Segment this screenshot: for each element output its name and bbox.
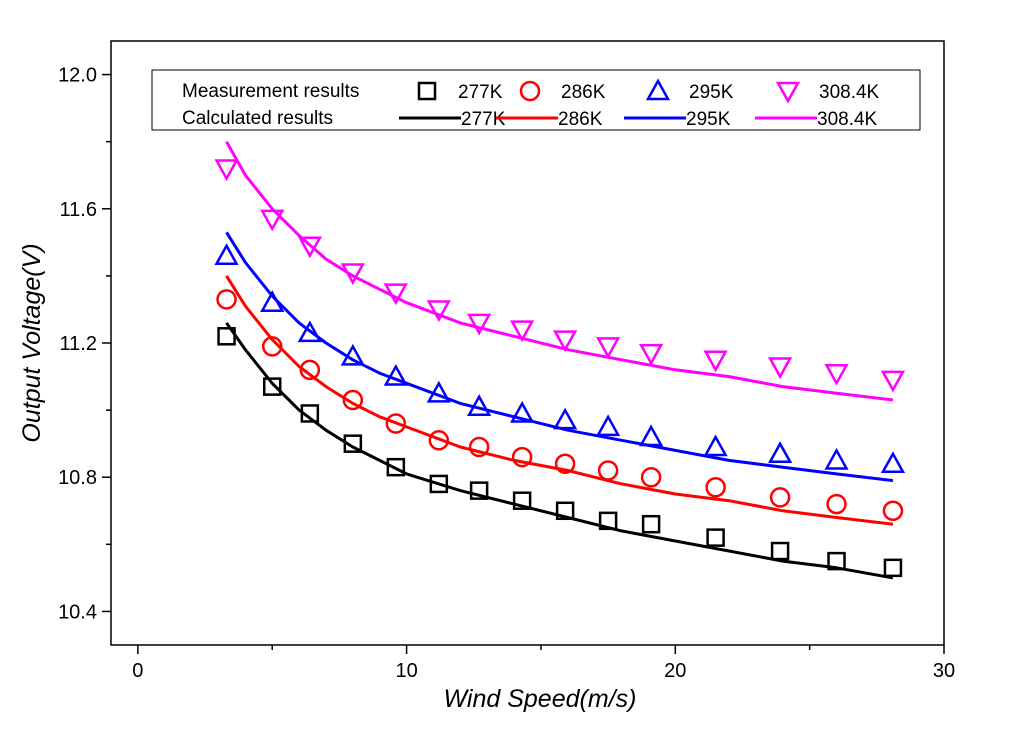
legend-series-label: 286K <box>561 82 606 103</box>
x-tick-label: 20 <box>664 660 686 682</box>
data-point <box>552 330 578 353</box>
data-point <box>641 514 661 534</box>
y-tick-label: 11.2 <box>60 333 97 355</box>
data-point <box>767 357 793 380</box>
data-point <box>426 300 451 323</box>
data-point <box>386 457 406 477</box>
data-point <box>297 236 322 259</box>
data-point <box>883 558 903 578</box>
legend-calculated-label: Calculated results <box>182 108 333 129</box>
data-point <box>428 430 450 451</box>
data-point <box>511 446 533 468</box>
data-point <box>340 343 365 366</box>
calculated-line-277k <box>225 322 894 580</box>
data-point <box>426 380 451 403</box>
data-point <box>214 243 239 266</box>
data-point <box>512 491 532 510</box>
data-point <box>597 460 619 481</box>
data-point <box>260 209 285 232</box>
legend-measured-label: Measurement results <box>182 81 359 102</box>
data-point <box>595 414 621 437</box>
legend-series-label: 286K <box>558 109 603 130</box>
calculated-line-295k <box>225 231 894 483</box>
x-tick-label: 0 <box>132 660 143 682</box>
data-point <box>880 370 906 393</box>
data-point <box>770 541 790 561</box>
data-point <box>383 283 408 306</box>
data-point <box>260 290 285 312</box>
calculated-line-308-4k <box>225 140 894 402</box>
calculated-curves <box>225 140 894 580</box>
data-point <box>217 327 236 346</box>
data-point <box>510 400 535 423</box>
x-axis-label: Wind Speed(m/s) <box>444 685 637 713</box>
data-point <box>638 343 664 366</box>
data-point <box>385 413 407 434</box>
data-point <box>554 453 576 475</box>
data-point <box>703 434 728 457</box>
data-point <box>880 451 906 474</box>
legend: Measurement results Calculated results 2… <box>151 69 921 131</box>
legend-series-label: 308.4K <box>819 82 880 103</box>
legend-series-label: 295K <box>689 82 734 103</box>
calculated-line-286k <box>225 275 894 526</box>
legend-series-label: 277K <box>461 109 506 130</box>
data-point <box>297 320 322 343</box>
legend-marker <box>519 80 541 102</box>
axis-ticks: 0 10 20 30 10.4 10.8 11.2 11.6 12.0 <box>58 65 955 682</box>
measured-markers <box>214 159 906 578</box>
legend-box <box>151 69 921 131</box>
data-point <box>595 337 621 359</box>
data-point <box>510 320 535 343</box>
data-point <box>262 377 282 396</box>
legend-series-label: 277K <box>458 82 503 103</box>
y-tick-label: 10.8 <box>58 467 97 489</box>
data-point <box>703 350 728 373</box>
legend-series-label: 295K <box>686 109 731 130</box>
y-axis-label: Output Voltage(V) <box>18 243 46 442</box>
data-point <box>598 511 618 531</box>
x-tick-label: 30 <box>933 660 955 682</box>
data-point <box>827 551 846 571</box>
legend-series-label: 308.4K <box>817 109 878 130</box>
data-point <box>824 363 849 386</box>
legend-marker <box>645 78 671 101</box>
legend-marker <box>775 81 801 104</box>
data-point <box>705 477 726 498</box>
data-point <box>638 424 664 447</box>
data-point <box>343 434 363 453</box>
data-point <box>769 487 791 508</box>
data-point <box>299 359 321 381</box>
data-point <box>467 313 492 336</box>
data-point <box>261 336 283 357</box>
x-tick-label: 10 <box>395 660 417 682</box>
data-point <box>340 263 365 286</box>
data-point <box>555 501 575 521</box>
data-point <box>214 159 239 182</box>
data-point <box>429 474 449 494</box>
y-tick-label: 12.0 <box>58 65 97 87</box>
data-point <box>767 441 793 463</box>
legend-marker <box>417 81 437 101</box>
data-point <box>467 394 492 417</box>
data-point <box>706 528 725 547</box>
data-point <box>552 407 578 430</box>
data-point <box>342 389 364 411</box>
data-point <box>640 466 662 488</box>
data-point <box>469 481 489 500</box>
data-point <box>826 493 847 515</box>
data-point <box>216 289 237 310</box>
data-point <box>468 436 490 458</box>
data-point <box>300 404 320 423</box>
y-tick-label: 10.4 <box>58 601 97 623</box>
plot-frame <box>110 40 945 646</box>
data-point <box>824 447 849 470</box>
data-point <box>383 363 408 386</box>
y-tick-label: 11.6 <box>60 199 97 221</box>
data-point <box>882 500 904 522</box>
